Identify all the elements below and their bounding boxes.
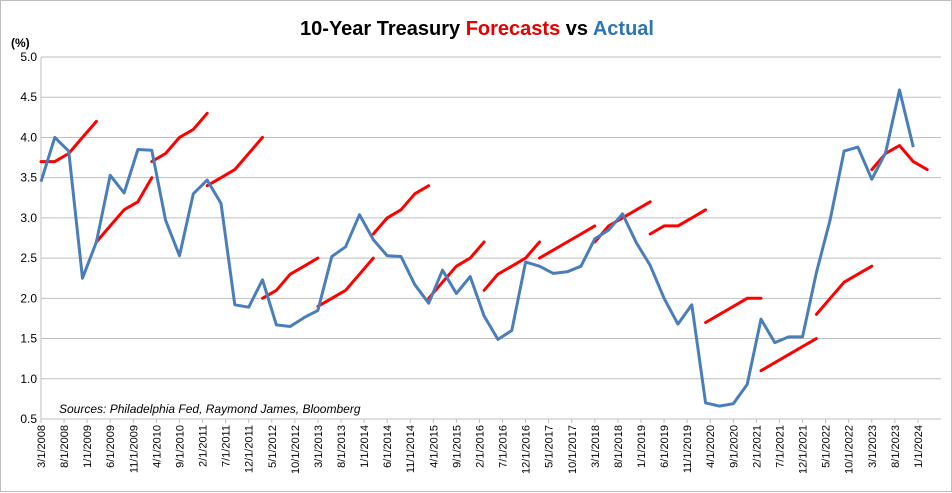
x-tick-label: 6/1/2019 xyxy=(659,425,671,468)
x-tick-label: 1/1/2024 xyxy=(913,425,925,468)
x-tick-label: 8/1/2008 xyxy=(59,425,71,468)
series-layer xyxy=(39,88,929,408)
forecast-segment xyxy=(814,264,874,316)
y-axis-ticks: 0.5 1.0 1.5 2.0 2.5 3.0 3.5 4.0 4.5 5.0 xyxy=(20,50,37,426)
y-tick-label: 1.5 xyxy=(20,332,37,346)
title-part-2: vs xyxy=(560,18,593,40)
x-tick-label: 8/1/2023 xyxy=(890,425,902,468)
x-tick-label: 10/1/2012 xyxy=(290,425,302,474)
y-tick-label: 4.5 xyxy=(20,90,37,104)
x-tick-label: 7/1/2021 xyxy=(774,425,786,468)
x-tick-label: 3/1/2023 xyxy=(867,425,879,468)
x-tick-label: 4/1/2015 xyxy=(428,425,440,468)
forecast-segment xyxy=(261,256,320,300)
y-tick-label: 3.5 xyxy=(20,171,37,185)
forecast-segment xyxy=(759,337,818,373)
x-tick-label: 5/1/2012 xyxy=(267,425,279,468)
x-tick-label: 2/1/2011 xyxy=(198,425,210,467)
x-tick-label: 5/1/2017 xyxy=(544,425,556,468)
x-tick-label: 1/1/2014 xyxy=(359,425,371,468)
forecast-segment xyxy=(538,224,597,260)
forecast-segment xyxy=(205,135,264,188)
forecast-segment xyxy=(371,184,431,236)
forecast-segment xyxy=(648,208,708,236)
x-tick-label: 10/1/2017 xyxy=(567,425,579,474)
forecast-segment xyxy=(150,111,209,164)
y-tick-label: 2.0 xyxy=(20,291,37,305)
x-tick-label: 12/1/2021 xyxy=(798,425,810,474)
x-tick-label: 5/1/2022 xyxy=(821,425,833,468)
x-tick-label: 9/1/2010 xyxy=(174,425,186,468)
y-axis-unit-label: (%) xyxy=(11,36,30,50)
x-tick-label: 1/1/2019 xyxy=(636,425,648,468)
gridlines xyxy=(40,56,941,420)
x-tick-label: 3/1/2018 xyxy=(590,425,602,468)
title-part-1: Forecasts xyxy=(466,18,561,40)
forecast-segment xyxy=(427,240,486,300)
x-tick-label: 12/1/2016 xyxy=(521,425,533,474)
chart-title: 10-Year Treasury Forecasts vs Actual xyxy=(300,18,654,40)
x-tick-label: 11/1/2019 xyxy=(682,425,694,473)
forecast-segment xyxy=(704,296,763,324)
forecast-segment xyxy=(482,240,541,292)
x-axis-ticks: 3/1/2008 8/1/2008 1/1/2009 6/1/2009 11/1/200… xyxy=(36,419,925,474)
x-tick-label: 2/1/2016 xyxy=(474,425,486,468)
x-tick-label: 3/1/2013 xyxy=(313,425,325,468)
x-tick-label: 9/1/2015 xyxy=(451,425,463,468)
y-tick-label: 3.0 xyxy=(20,211,37,225)
y-tick-label: 1.0 xyxy=(20,372,37,386)
x-tick-label: 9/1/2020 xyxy=(728,425,740,468)
x-tick-label: 6/1/2009 xyxy=(105,425,117,468)
forecast-segment xyxy=(593,200,652,244)
x-tick-label: 7/1/2016 xyxy=(498,425,510,468)
y-tick-label: 5.0 xyxy=(20,50,37,64)
actual-series-line xyxy=(39,88,915,408)
x-tick-label: 1/1/2009 xyxy=(82,425,94,468)
y-tick-label: 4.0 xyxy=(20,130,37,144)
x-tick-label: 3/1/2008 xyxy=(36,425,48,468)
x-tick-label: 11/1/2014 xyxy=(405,425,417,473)
x-tick-label: 11/1/2009 xyxy=(128,425,140,473)
y-tick-label: 0.5 xyxy=(20,412,37,426)
x-tick-label: 10/1/2022 xyxy=(844,425,856,474)
forecast-segment xyxy=(316,256,375,308)
title-part-3: Actual xyxy=(593,18,654,40)
x-tick-label: 8/1/2018 xyxy=(613,425,625,468)
source-note: Sources: Philadelphia Fed, Raymond James… xyxy=(59,402,361,416)
forecast-segment xyxy=(94,176,154,244)
x-tick-label: 4/1/2010 xyxy=(151,425,163,468)
x-tick-label: 8/1/2013 xyxy=(336,425,348,468)
x-tick-label: 6/1/2014 xyxy=(382,425,394,468)
x-tick-label: 7/1/2011 xyxy=(221,425,233,467)
title-part-0: 10-Year Treasury xyxy=(300,18,466,40)
x-tick-label: 2/1/2021 xyxy=(751,425,763,468)
x-tick-label: 12/1/2011 xyxy=(244,425,256,473)
x-tick-label: 4/1/2020 xyxy=(705,425,717,468)
y-tick-label: 2.5 xyxy=(20,251,37,265)
